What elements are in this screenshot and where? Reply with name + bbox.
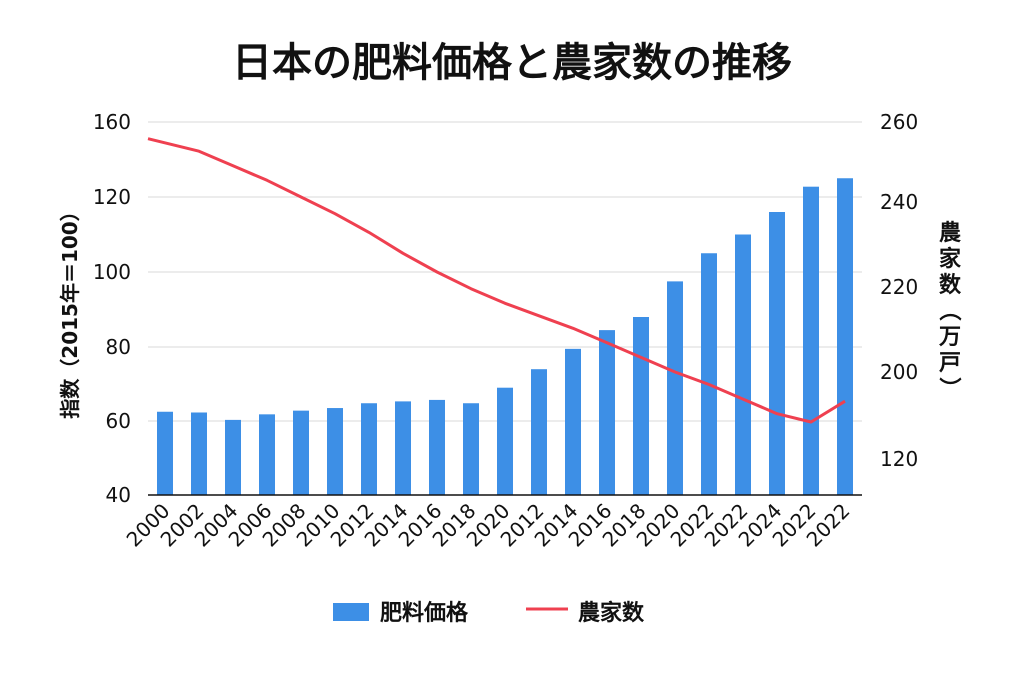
bar [293,410,309,495]
bar [225,419,241,495]
bar [429,399,445,495]
right-tick-label: 260 [880,110,918,134]
right-label-char: ） [936,377,961,399]
chart-title: 日本の肥料価格と農家数の推移 [232,40,792,86]
left-tick-label: 80 [106,335,131,359]
right-label-char: （ [936,299,961,321]
left-tick-label: 160 [93,110,131,134]
right-label-char: 家 [939,246,962,272]
left-tick-label: 40 [106,483,131,507]
left-tick-label: 100 [93,260,131,284]
bar [667,281,683,495]
right-label-char: 数 [939,272,962,298]
bar [633,317,649,495]
right-label-char: 万 [938,325,961,350]
bar [769,212,785,495]
bar [157,411,173,495]
left-tick-label: 60 [106,409,131,433]
grid-lines [148,121,862,422]
bar [803,186,819,495]
left-axis-ticks: 160 120 100 80 60 40 [93,110,131,507]
bar [259,414,275,495]
bar [599,330,615,495]
legend-bar-label: 肥料価格 [380,600,469,626]
bar [837,178,853,495]
right-label-char: 農 [939,221,961,246]
x-axis-ticks: 2000200220042006200820102012201420162018… [122,499,855,552]
right-tick-label: 220 [880,275,918,299]
left-tick-label: 120 [93,185,131,209]
right-axis-label: 農家数（ 万戸） [936,221,962,399]
bar-series [157,178,853,495]
bar [327,408,343,495]
right-tick-label: 120 [880,447,918,471]
bar [191,412,207,495]
legend-line-label: 農家数 [578,600,645,626]
right-axis-ticks: 260 240 220 200 120 [880,110,918,471]
right-label-char: 戸 [939,351,961,376]
bar [735,234,751,495]
left-axis-label: 指数（2015年＝100） [58,201,82,418]
bar [361,403,377,495]
bar [497,387,513,495]
bar [701,253,717,495]
bar [531,369,547,495]
legend-bar-swatch [333,603,369,621]
right-tick-label: 200 [880,360,918,384]
bar [395,401,411,495]
line-series [147,137,846,424]
legend: 肥料価格 農家数 [333,600,645,626]
bar [463,403,479,495]
right-tick-label: 240 [880,190,918,214]
bar [565,348,581,495]
line-path [147,137,846,424]
